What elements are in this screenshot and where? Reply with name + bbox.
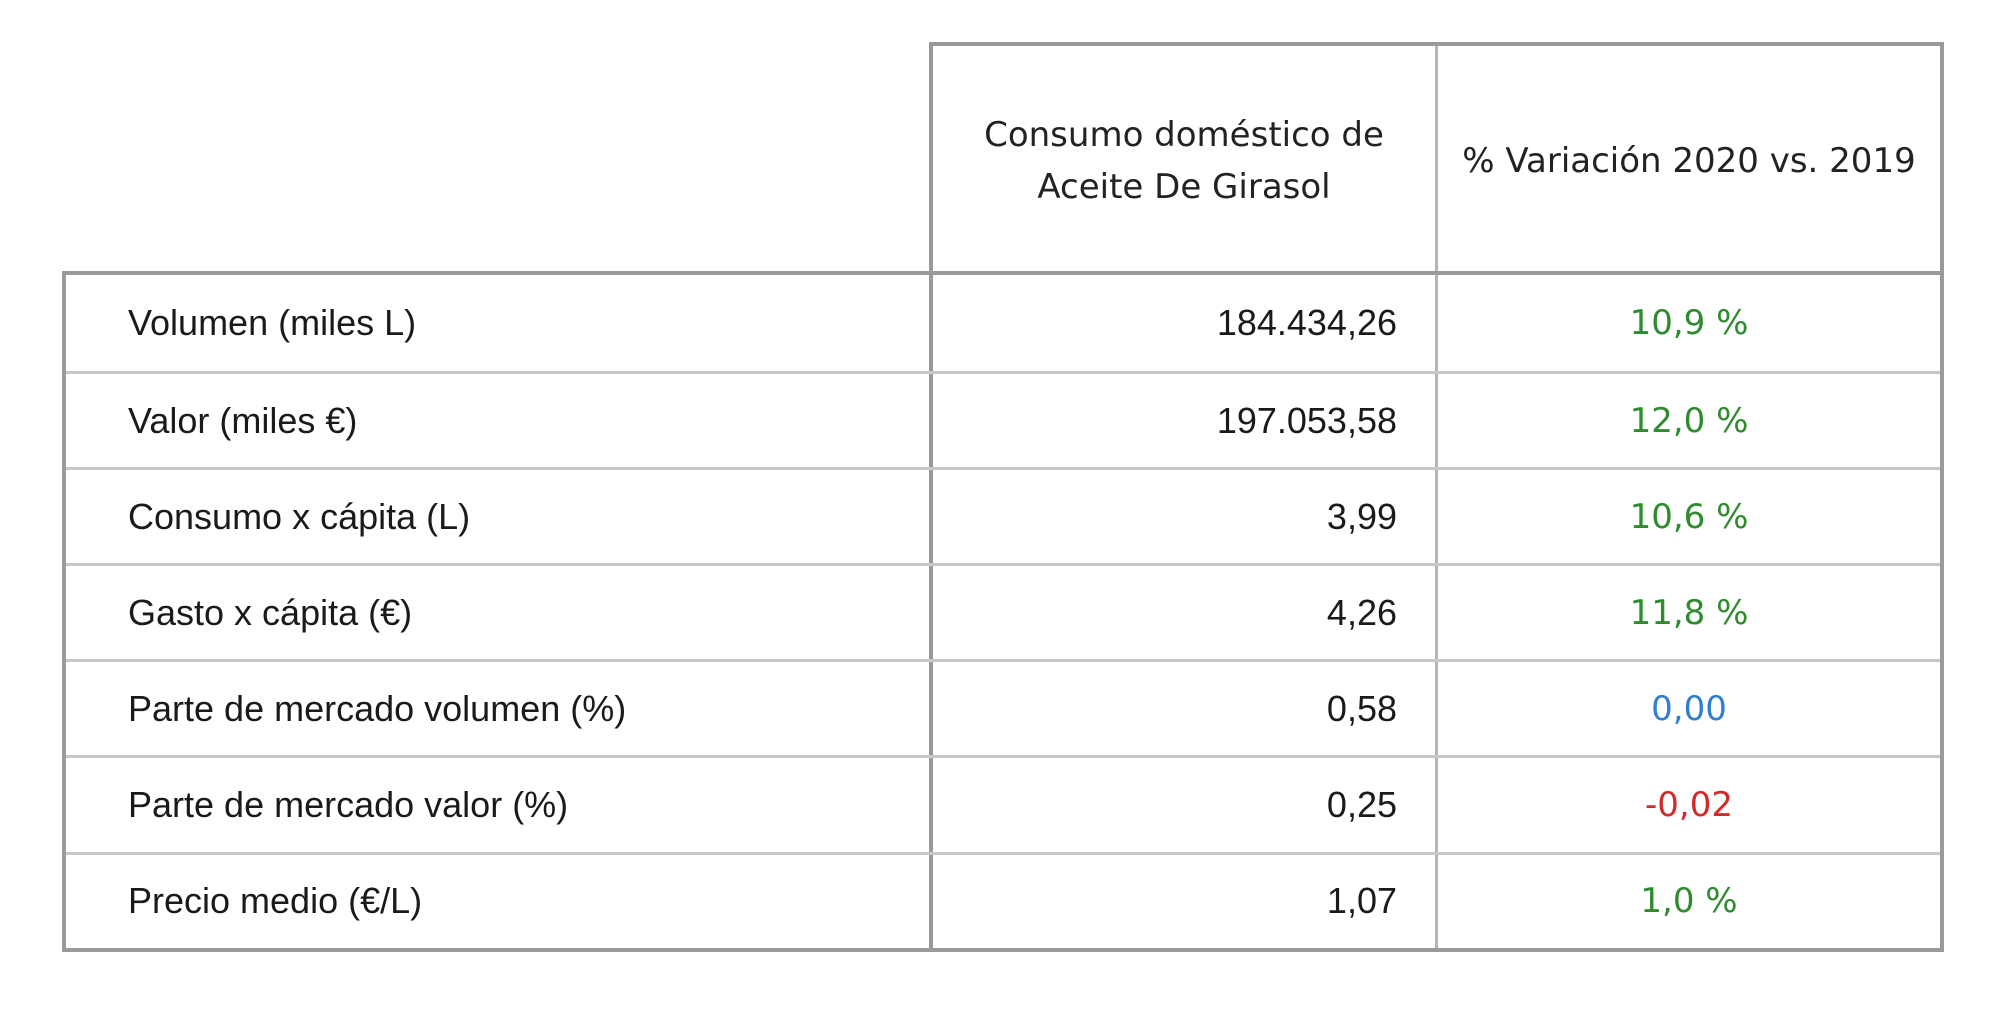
row-change: 12,0 % — [1629, 400, 1749, 441]
row-change: 0,00 — [1651, 688, 1727, 729]
row-label: Consumo x cápita (L) — [66, 470, 933, 564]
row-label: Parte de mercado volumen (%) — [66, 662, 933, 756]
row-value: 3,99 — [933, 470, 1438, 564]
table-row: Gasto x cápita (€) 4,26 11,8 % — [66, 563, 1940, 660]
table-header: Consumo doméstico de Aceite De Girasol %… — [929, 42, 1944, 275]
row-change: 10,9 % — [1629, 303, 1749, 344]
table-row: Precio medio (€/L) 1,07 1,0 % — [66, 851, 1940, 948]
table-row: Parte de mercado volumen (%) 0,58 0,00 — [66, 659, 1940, 756]
table-row: Valor (miles €) 197.053,58 12,0 % — [66, 371, 1940, 468]
header-variacion: % Variación 2020 vs. 2019 — [1462, 140, 1916, 181]
table-row: Consumo x cápita (L) 3,99 10,6 % — [66, 467, 1940, 564]
row-label: Gasto x cápita (€) — [66, 566, 933, 660]
row-label: Valor (miles €) — [66, 374, 933, 468]
row-value: 4,26 — [933, 566, 1438, 660]
row-value: 184.434,26 — [933, 275, 1438, 372]
row-value: 1,07 — [933, 854, 1438, 948]
row-value: 0,25 — [933, 758, 1438, 852]
row-label: Volumen (miles L) — [66, 275, 933, 372]
row-label: Precio medio (€/L) — [66, 854, 933, 948]
row-label: Parte de mercado valor (%) — [66, 758, 933, 852]
consumption-table: Consumo doméstico de Aceite De Girasol %… — [62, 42, 1944, 952]
table-body: Volumen (miles L) 184.434,26 10,9 % Valo… — [62, 271, 1944, 952]
table-row: Parte de mercado valor (%) 0,25 -0,02 — [66, 755, 1940, 852]
row-value: 197.053,58 — [933, 374, 1438, 468]
header-consumo: Consumo doméstico de Aceite De Girasol — [933, 46, 1438, 275]
row-change: 11,8 % — [1629, 592, 1749, 633]
row-change: -0,02 — [1645, 785, 1733, 826]
row-value: 0,58 — [933, 662, 1438, 756]
row-change: 10,6 % — [1629, 496, 1749, 537]
row-change: 1,0 % — [1640, 881, 1738, 922]
table-row: Volumen (miles L) 184.434,26 10,9 % — [66, 275, 1940, 372]
